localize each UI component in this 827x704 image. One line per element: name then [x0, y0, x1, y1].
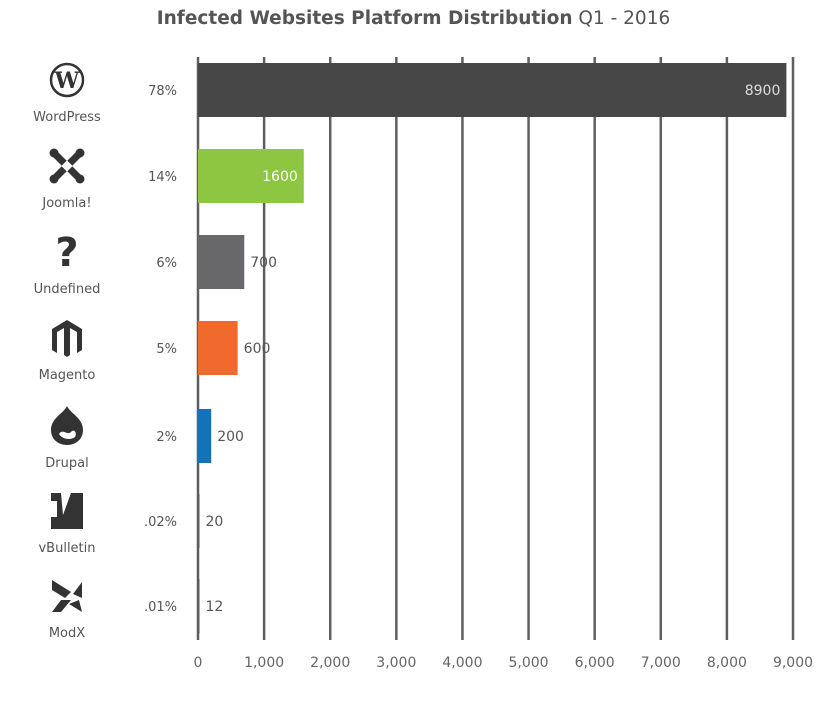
vbulletin-icon-notch — [51, 501, 57, 517]
modx-icon-part — [52, 580, 71, 598]
drupal-icon-drop — [51, 406, 83, 445]
wordpress-icon-ring — [49, 62, 85, 98]
gridlines — [196, 57, 795, 640]
percentage-label: 14% — [148, 170, 177, 185]
joomla-icon-dot — [49, 174, 59, 184]
bar-joomla — [198, 149, 304, 203]
chart-title: Infected Websites Platform Distribution … — [0, 8, 827, 29]
platform-label: ModX — [49, 626, 85, 641]
x-axis-ticks: 0 1,000 2,000 3,000 4,000 5,000 6,000 7,000 8,00… — [194, 655, 814, 671]
percentage-label: .02% — [144, 515, 177, 530]
percentage-label: 2% — [156, 430, 177, 445]
magento-icon-shape — [52, 320, 82, 357]
x-tick-label: 2,000 — [310, 655, 350, 671]
x-tick-label: 1,000 — [244, 655, 284, 671]
drupal-icon — [51, 406, 83, 445]
platform-label: Drupal — [45, 456, 88, 471]
platform-label: WordPress — [33, 110, 101, 125]
x-tick-label: 7,000 — [641, 655, 681, 671]
bar-magento — [198, 321, 238, 375]
x-tick-label: 9,000 — [773, 655, 813, 671]
wordpress-icon: W — [49, 62, 85, 98]
joomla-icon-dot — [49, 148, 59, 158]
bar-value-label: 200 — [217, 429, 244, 445]
platform-label: Magento — [39, 368, 96, 383]
x-tick-label: 5,000 — [509, 655, 549, 671]
magento-icon — [52, 320, 82, 357]
chart-title-main: Infected Websites Platform Distribution — [156, 8, 573, 29]
joomla-icon-dot — [75, 174, 85, 184]
platform-label: Undefined — [34, 282, 101, 297]
x-tick-label: 6,000 — [575, 655, 615, 671]
bar-drupal — [198, 409, 212, 463]
modx-icon-part — [69, 600, 82, 612]
modx-icon-part — [73, 582, 82, 598]
percentage-label: 5% — [156, 342, 177, 357]
vbulletin-icon — [51, 493, 83, 529]
percentage-label: 78% — [148, 84, 177, 99]
x-tick-label: 4,000 — [442, 655, 482, 671]
joomla-icon — [49, 148, 85, 184]
bar-value-label: 8900 — [745, 83, 781, 99]
chart-subtitle: Q1 - 2016 — [578, 8, 671, 29]
bar-value-label: 600 — [244, 341, 271, 357]
wordpress-icon-glyph: W — [54, 68, 80, 94]
bar-wordpress — [198, 63, 787, 117]
x-tick-label: 8,000 — [707, 655, 747, 671]
bars: 8900 1600 700 600 200 20 12 — [198, 63, 787, 633]
bar-vbulletin — [198, 494, 200, 548]
drupal-icon-face — [59, 430, 76, 439]
modx-icon — [52, 580, 82, 612]
bar-value-label: 20 — [206, 514, 224, 530]
question-mark-icon: ? — [55, 230, 78, 276]
bar-value-label: 1600 — [262, 169, 298, 185]
modx-icon-part — [52, 600, 71, 612]
bar-undefined — [198, 235, 245, 289]
bar-modx — [198, 579, 200, 633]
vbulletin-icon-shape — [51, 493, 83, 529]
x-tick-label: 3,000 — [376, 655, 416, 671]
bar-value-label: 12 — [206, 599, 224, 615]
question-mark-glyph: ? — [55, 230, 78, 276]
percentage-label: 6% — [156, 256, 177, 271]
percentage-label: .01% — [144, 600, 177, 615]
x-tick-label: 0 — [194, 655, 203, 671]
joomla-icon-dot — [75, 148, 85, 158]
platform-label: vBulletin — [38, 541, 95, 556]
category-labels: W WordPress 78% Joomla! 14%? Undefined 6% Magen… — [33, 62, 177, 641]
bar-value-label: 700 — [250, 255, 277, 271]
platform-label: Joomla! — [41, 196, 91, 211]
